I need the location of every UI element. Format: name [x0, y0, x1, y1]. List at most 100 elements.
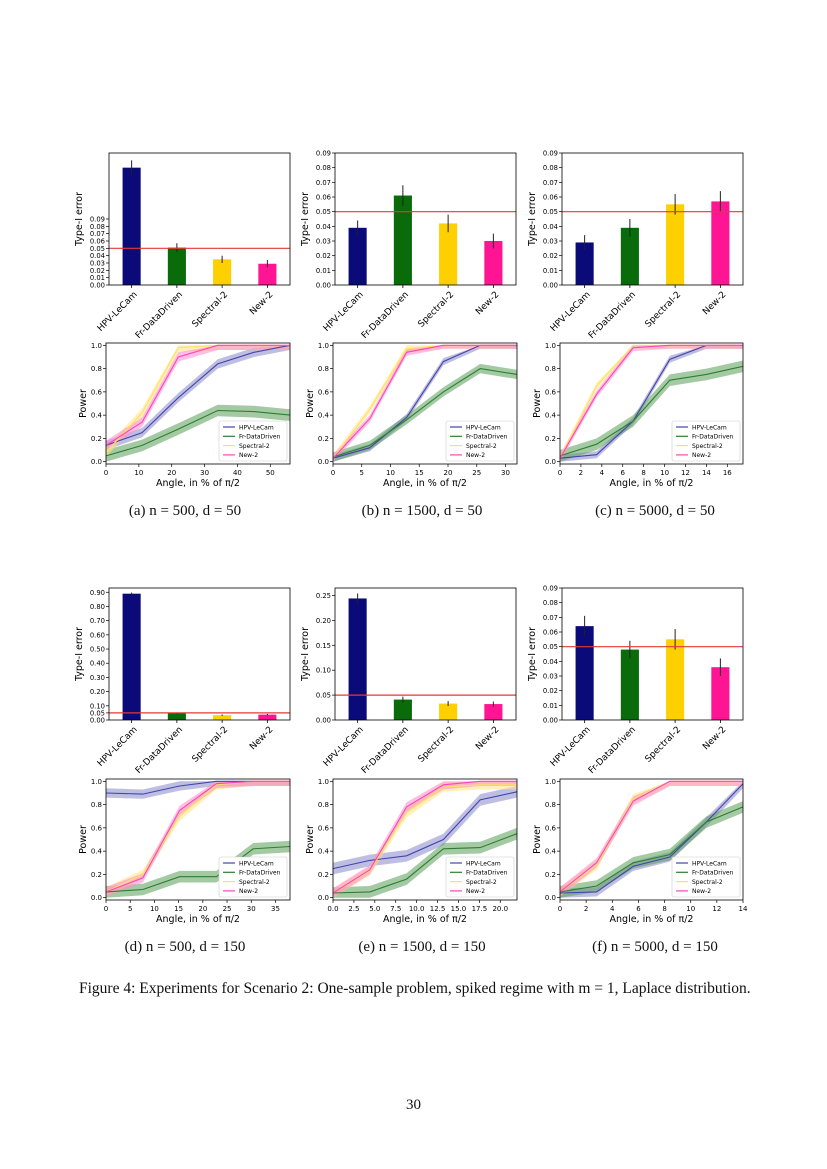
x-tick-label: HPV-LeCam [96, 725, 140, 769]
series-line-fr-datadriven [105, 845, 291, 893]
y-tick-label: 1.0 [545, 778, 556, 786]
line-chart-f: 0 2 4 6 8 10 12 14 0.0 0.2 0.4 0.6 0.8 1.0 Power Angle,… [532, 778, 748, 925]
plot-frame [559, 342, 744, 465]
legend-label-new-2: New-2 [239, 452, 258, 459]
x-tick-label: 30 [501, 469, 510, 477]
y-tick-label: 0.03 [90, 260, 105, 268]
y-tick-label: 0.00 [316, 717, 331, 725]
legend-label-spectral-2: Spectral-2 [239, 879, 270, 886]
band-fr-datadriven [560, 360, 743, 462]
y-tick-label: 0.2 [545, 435, 556, 443]
x-tick-label: 6 [621, 469, 626, 477]
legend-label-new-2: New-2 [239, 888, 258, 895]
band-fr-datadriven [333, 363, 517, 462]
legend-label-spectral-2: Spectral-2 [692, 443, 723, 450]
x-tick-label: 15.0 [451, 905, 467, 913]
x-tick-label: Spectral-2 [417, 290, 457, 330]
x-tick-label: Fr-DataDriven [587, 725, 638, 776]
legend-label-spectral-2: Spectral-2 [466, 879, 497, 886]
x-tick-label: 35 [271, 905, 280, 913]
x-tick-label: HPV-LeCam [96, 290, 140, 334]
x-tick-label: 14 [702, 469, 711, 477]
series-line-new-2 [559, 780, 743, 893]
y-tick-label: 0.2 [318, 871, 329, 879]
y-tick-label: 0.50 [90, 646, 105, 654]
x-tick-label: 16 [723, 469, 732, 477]
x-axis-label: Angle, in % of π/2 [156, 914, 240, 925]
series-line-new-2 [559, 344, 743, 459]
y-tick-label: 1.0 [318, 778, 329, 786]
x-tick-label: New-2 [474, 725, 501, 752]
legend-label-hpv-lecam: HPV-LeCam [692, 860, 727, 867]
y-tick-label: 0.05 [90, 709, 105, 717]
bar-hpv-lecam [122, 593, 141, 720]
line-chart-c: 0 2 4 6 8 10 12 14 16 0.0 0.2 0.4 0.6 0.8 1.0 Power Angl… [532, 342, 744, 489]
y-tick-label: 0.4 [91, 412, 103, 420]
y-axis-label: Power [532, 389, 543, 418]
y-tick-label: 0.70 [90, 617, 105, 625]
x-tick-label: 5 [360, 469, 364, 477]
series-line-hpv-lecam [332, 791, 518, 870]
legend-box [671, 856, 741, 898]
x-tick-label: 2 [584, 905, 588, 913]
y-tick-label: 0.01 [543, 702, 558, 710]
bar-hpv-lecam [122, 167, 141, 285]
legend: HPV-LeCam Fr-DataDriven Spectral-2 New-2 [445, 856, 515, 898]
x-tick-label: 2 [579, 469, 583, 477]
series-line-new-2 [105, 344, 290, 446]
y-tick-label: 0.6 [545, 824, 557, 832]
subcaption-e: (e) n = 1500, d = 150 [358, 939, 486, 955]
y-tick-label: 0.03 [543, 673, 558, 681]
y-tick-label: 0.01 [316, 267, 331, 275]
y-axis-label: Type-I error [300, 192, 311, 247]
y-tick-label: 0.00 [543, 717, 558, 725]
y-tick-label: 0.2 [545, 871, 556, 879]
band-hpv-lecam [333, 786, 517, 875]
y-tick-label: 0.06 [90, 238, 105, 246]
bar-fr-datadriven [620, 227, 639, 285]
x-tick-label: 10 [660, 469, 669, 477]
y-tick-label: 0.00 [543, 282, 558, 290]
y-tick-label: 0.07 [316, 179, 331, 187]
subcaption-d: (d) n = 500, d = 150 [124, 939, 246, 955]
y-tick-label: 0.90 [90, 589, 105, 597]
x-tick-label: Spectral-2 [644, 290, 684, 330]
y-tick-label: 0.02 [90, 267, 105, 275]
y-tick-label: 1.0 [318, 342, 329, 350]
x-tick-label: Spectral-2 [191, 725, 231, 765]
y-tick-label: 0.01 [90, 274, 105, 282]
y-tick-label: 0.06 [543, 629, 558, 637]
y-tick-label: 0.05 [316, 208, 331, 216]
x-axis-label: Angle, in % of π/2 [383, 914, 467, 925]
x-tick-label: HPV-LeCam [549, 290, 593, 334]
y-tick-label: 0.25 [316, 592, 331, 600]
x-tick-label: 20 [167, 469, 176, 477]
y-tick-label: 0.04 [316, 223, 331, 231]
legend-label-fr-datadriven: Fr-DataDriven [692, 434, 734, 441]
bar-new-2 [258, 263, 277, 285]
x-tick-label: New-2 [474, 290, 501, 317]
series-line-fr-datadriven [332, 368, 518, 458]
x-tick-label: 0 [331, 469, 335, 477]
x-tick-label: 4 [610, 905, 615, 913]
y-tick-label: 0.09 [316, 150, 331, 158]
y-tick-label: 0.00 [90, 282, 105, 290]
bar-new-2 [258, 714, 277, 720]
x-tick-label: Fr-DataDriven [134, 725, 185, 776]
bar-spectral-2 [213, 259, 232, 285]
y-tick-label: 0.02 [543, 252, 558, 260]
y-tick-label: 1.0 [91, 342, 102, 350]
bar-fr-datadriven [620, 649, 639, 720]
y-tick-label: 0.03 [316, 238, 331, 246]
legend-label-spectral-2: Spectral-2 [692, 879, 723, 886]
y-tick-label: 0.60 [90, 631, 105, 639]
bar-spectral-2 [213, 715, 232, 720]
legend-label-new-2: New-2 [466, 888, 485, 895]
y-tick-label: 0.15 [316, 642, 331, 650]
legend-label-fr-datadriven: Fr-DataDriven [466, 434, 508, 441]
y-tick-label: 0.06 [316, 194, 331, 202]
legend-box [671, 420, 741, 462]
x-tick-label: 8 [641, 469, 645, 477]
